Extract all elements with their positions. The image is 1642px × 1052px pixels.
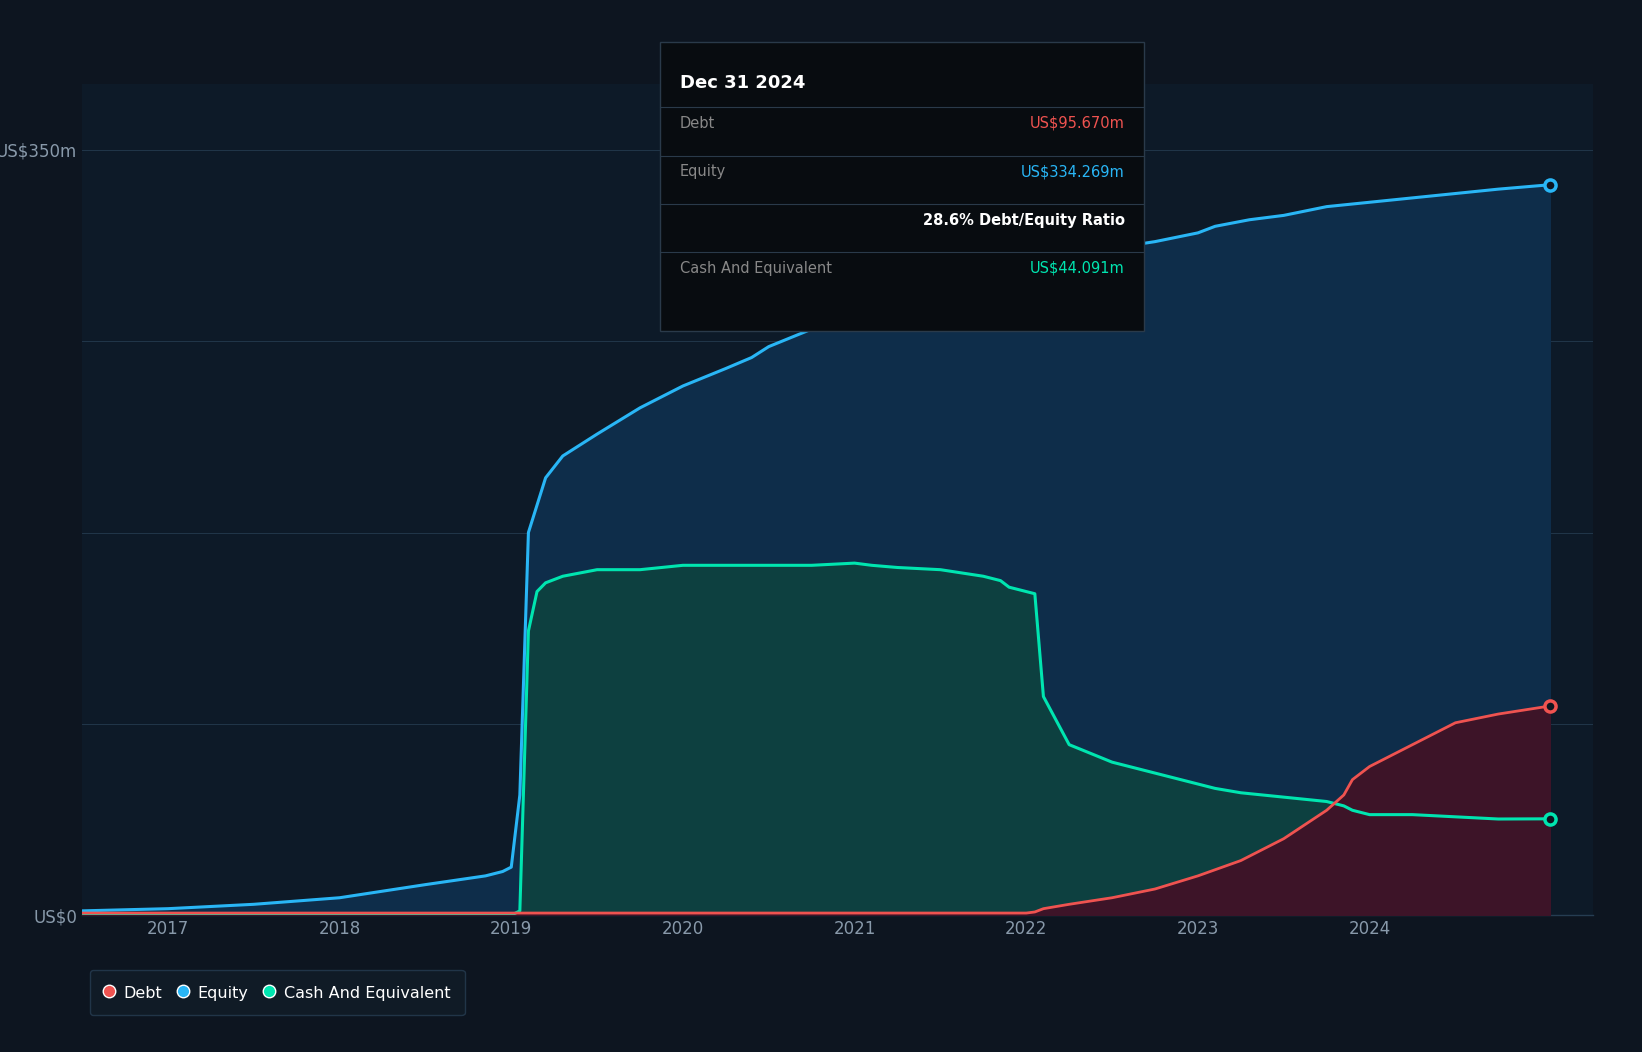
Text: Cash And Equivalent: Cash And Equivalent	[680, 261, 832, 276]
Text: Dec 31 2024: Dec 31 2024	[680, 74, 805, 92]
Text: 28.6% Debt/Equity Ratio: 28.6% Debt/Equity Ratio	[923, 213, 1125, 227]
Legend: Debt, Equity, Cash And Equivalent: Debt, Equity, Cash And Equivalent	[90, 970, 465, 1015]
Text: Debt: Debt	[680, 116, 714, 130]
Text: US$334.269m: US$334.269m	[1021, 164, 1125, 179]
Text: US$95.670m: US$95.670m	[1030, 116, 1125, 130]
Text: Equity: Equity	[680, 164, 726, 179]
Text: US$44.091m: US$44.091m	[1030, 261, 1125, 276]
